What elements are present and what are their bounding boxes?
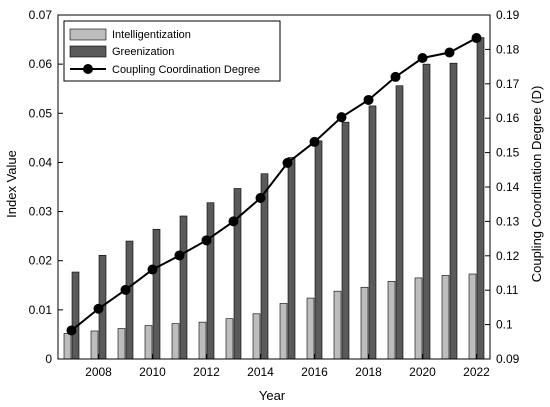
coupling-point (120, 284, 131, 295)
x-tick-label: 2018 (355, 365, 382, 379)
x-tick-label: 2012 (193, 365, 220, 379)
y-right-tick-label: 0.14 (496, 180, 520, 194)
bar-intelligentization (387, 281, 396, 360)
y-left-tick-label: 0.06 (29, 57, 53, 71)
bar-intelligentization (252, 313, 261, 360)
legend-swatch-coupling-marker (83, 64, 93, 74)
y-axis-right: 0.09 0.1 0.11 0.12 0.13 0.14 0.15 0.16 0.17 0.18 0… (485, 8, 520, 366)
coupling-point (336, 112, 347, 123)
bar-intelligentization (90, 330, 99, 360)
bar-greenization (179, 215, 188, 360)
y-right-tick-label: 0.19 (496, 8, 520, 22)
coupling-point (471, 33, 482, 44)
coupling-point (201, 235, 212, 246)
coupling-point (255, 193, 266, 204)
coupling-point (282, 157, 293, 168)
bar-intelligentization (360, 286, 369, 360)
bar-greenization (341, 121, 350, 360)
y-left-tick-label: 0.03 (29, 205, 53, 219)
line-layer (66, 33, 482, 336)
bar-greenization (449, 62, 458, 360)
legend-swatch-intelligentization (69, 28, 107, 41)
x-tick-label: 2014 (247, 365, 274, 379)
x-tick-label: 2022 (463, 365, 490, 379)
x-tick-label: 2010 (139, 365, 166, 379)
y-right-tick-label: 0.11 (496, 283, 519, 297)
coupling-line (70, 37, 477, 332)
coupling-point (417, 53, 428, 63)
legend-label-intelligentization: Intelligentization (112, 29, 191, 41)
y-axis-left: 0 0.01 0.02 0.03 0.04 0.05 0.06 0.07 (29, 8, 63, 366)
y-right-tick-label: 0.13 (496, 214, 520, 228)
bar-intelligentization (414, 277, 423, 360)
y-right-tick-label: 0.16 (496, 111, 520, 125)
bar-greenization (287, 157, 296, 360)
x-axis-title: Year (259, 388, 286, 403)
bar-greenization (152, 228, 161, 360)
bar-greenization (395, 85, 404, 360)
x-tick-label: 2020 (409, 365, 436, 379)
bar-intelligentization (198, 321, 207, 360)
bar-intelligentization (441, 275, 450, 360)
coupling-point (174, 250, 185, 261)
legend-label-greenization: Greenization (112, 46, 174, 58)
bar-intelligentization (333, 290, 342, 360)
coupling-point (228, 216, 239, 227)
legend-label-coupling: Coupling Coordination Degree (112, 64, 260, 76)
bar-intelligentization (144, 325, 153, 360)
bar-intelligentization (306, 297, 315, 360)
bar-greenization (206, 202, 215, 360)
bar-greenization (233, 188, 242, 360)
y-right-tick-label: 0.1 (496, 318, 513, 332)
bar-intelligentization (63, 333, 72, 360)
x-tick-label: 2016 (301, 365, 328, 379)
bar-greenization (422, 63, 431, 360)
bar-intelligentization (279, 303, 288, 360)
x-axis: 2008 2010 2012 2014 2016 2018 2020 2022 (85, 354, 490, 379)
bar-intelligentization (117, 328, 126, 360)
y-right-tick-label: 0.12 (496, 249, 520, 263)
bar-greenization (125, 240, 134, 360)
y-right-tick-label: 0.17 (496, 77, 520, 91)
y-left-tick-label: 0.04 (29, 155, 53, 169)
y-right-tick-label: 0.09 (496, 352, 520, 366)
bar-greenization (314, 140, 323, 360)
bars-layer (63, 37, 485, 360)
y-left-tick-label: 0.05 (29, 106, 53, 120)
bar-intelligentization (225, 318, 234, 360)
bar-greenization (368, 105, 377, 360)
coupling-point (390, 71, 401, 82)
y-left-tick-label: 0.02 (29, 254, 53, 268)
y-right-tick-label: 0.15 (496, 146, 520, 160)
bar-intelligentization (468, 273, 477, 360)
y-left-tick-label: 0.01 (29, 303, 53, 317)
bar-intelligentization (171, 323, 180, 360)
coupling-point (444, 47, 455, 58)
legend-swatch-greenization (69, 45, 107, 58)
coupling-point (93, 303, 104, 314)
y-axis-right-title: Coupling Coordination Degree (D) (529, 86, 544, 283)
y-left-tick-label: 0 (45, 352, 52, 366)
x-tick-label: 2008 (85, 365, 112, 379)
legend: Intelligentization Greenization Coupling… (63, 20, 281, 82)
coupling-point (363, 94, 374, 105)
y-left-tick-label: 0.07 (29, 8, 53, 22)
bar-greenization (476, 37, 485, 360)
bar-greenization (71, 271, 80, 360)
y-axis-left-title: Index Value (4, 150, 19, 218)
y-right-tick-label: 0.18 (496, 42, 520, 56)
coupling-point (309, 136, 320, 147)
coupling-point (66, 325, 77, 336)
coupling-point (147, 264, 158, 275)
